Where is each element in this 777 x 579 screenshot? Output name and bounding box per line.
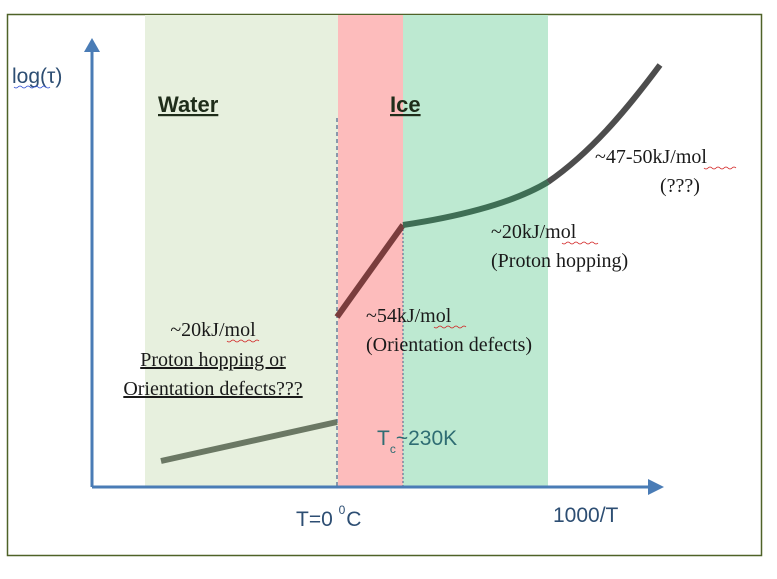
low-temp-energy: ~47-50kJ/mol: [595, 146, 707, 168]
ice-proton-annotation: ~20kJ/mol (Proton hopping): [491, 221, 628, 272]
ice-proton-mechanism: (Proton hopping): [491, 250, 628, 272]
spellcheck-underline-lowtemp: [703, 166, 737, 170]
water-region-title: Water: [158, 92, 219, 117]
water-region: [145, 15, 338, 487]
ice-orientation-region: [338, 15, 403, 487]
low-temperature-curve: [546, 63, 663, 185]
water-mechanism-1: Proton hopping or: [140, 349, 286, 371]
water-mechanism-2: Orientation defects???: [123, 378, 302, 400]
spellcheck-underline-orientation: [433, 325, 467, 329]
spellcheck-underline-water: [226, 339, 260, 343]
ice-orientation-mechanism: (Orientation defects): [366, 334, 532, 356]
ice-region-title: Ice: [390, 92, 421, 117]
y-axis-label: log(τ): [12, 65, 62, 88]
tc-subscript: c: [390, 442, 396, 456]
orientation-defect-line: [334, 223, 406, 319]
spellcheck-underline-proton: [561, 241, 599, 245]
x-axis-arrow: [648, 479, 664, 495]
melting-point-label: T=0 0C: [296, 503, 361, 531]
ice-proton-energy: ~20kJ/mol: [491, 221, 577, 243]
x-axis-label: 1000/T: [553, 504, 619, 527]
melting-point-unit: C: [346, 508, 361, 531]
y-axis-label-spell-underline: [13, 85, 51, 89]
tc-value: ~230K: [396, 427, 457, 450]
low-temp-mechanism: (???): [660, 175, 700, 197]
melting-point-degree: 0: [339, 503, 346, 517]
water-energy: ~20kJ/mol: [170, 319, 256, 341]
axes: [84, 38, 664, 495]
tc-symbol: T: [377, 427, 390, 450]
tc-label: Tc~230K: [377, 427, 457, 456]
y-axis-arrow: [84, 38, 100, 52]
melting-point-prefix: T=0: [296, 508, 339, 531]
ice-orientation-annotation: ~54kJ/mol (Orientation defects): [366, 305, 532, 356]
water-annotation: ~20kJ/mol Proton hopping or Orientation …: [123, 319, 302, 400]
ice-orientation-energy: ~54kJ/mol: [366, 305, 452, 327]
ice-proton-region: [403, 15, 548, 487]
proton-hopping-curve: [402, 179, 550, 228]
low-temp-annotation: ~47-50kJ/mol (???): [595, 146, 707, 197]
water-relaxation-line: [160, 419, 338, 464]
spellcheck-underlines: [226, 166, 737, 343]
